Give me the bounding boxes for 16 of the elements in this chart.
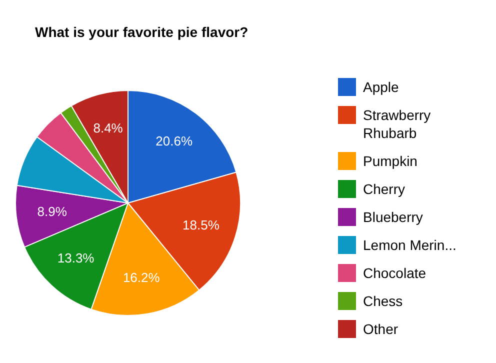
- data-label: 18.5%: [182, 218, 220, 233]
- data-label: 16.2%: [122, 270, 160, 285]
- legend-label: Chess: [363, 292, 404, 310]
- data-label: 8.9%: [37, 204, 68, 219]
- legend-label: Lemon Merin...: [363, 236, 458, 254]
- legend-label: Cherry: [363, 180, 406, 198]
- legend-label: Apple: [363, 78, 400, 96]
- legend-label: Pumpkin: [363, 152, 418, 170]
- legend-label: Blueberry: [363, 208, 424, 226]
- data-label: 20.6%: [156, 134, 193, 149]
- legend-label: Strawberry Rhubarb: [363, 106, 432, 142]
- legend-label: Other: [363, 320, 400, 338]
- data-label: 13.3%: [57, 250, 95, 266]
- legend-label: Chocolate: [363, 264, 428, 282]
- data-label: 8.4%: [93, 120, 124, 136]
- chart-title: What is your favorite pie flavor?: [35, 24, 248, 40]
